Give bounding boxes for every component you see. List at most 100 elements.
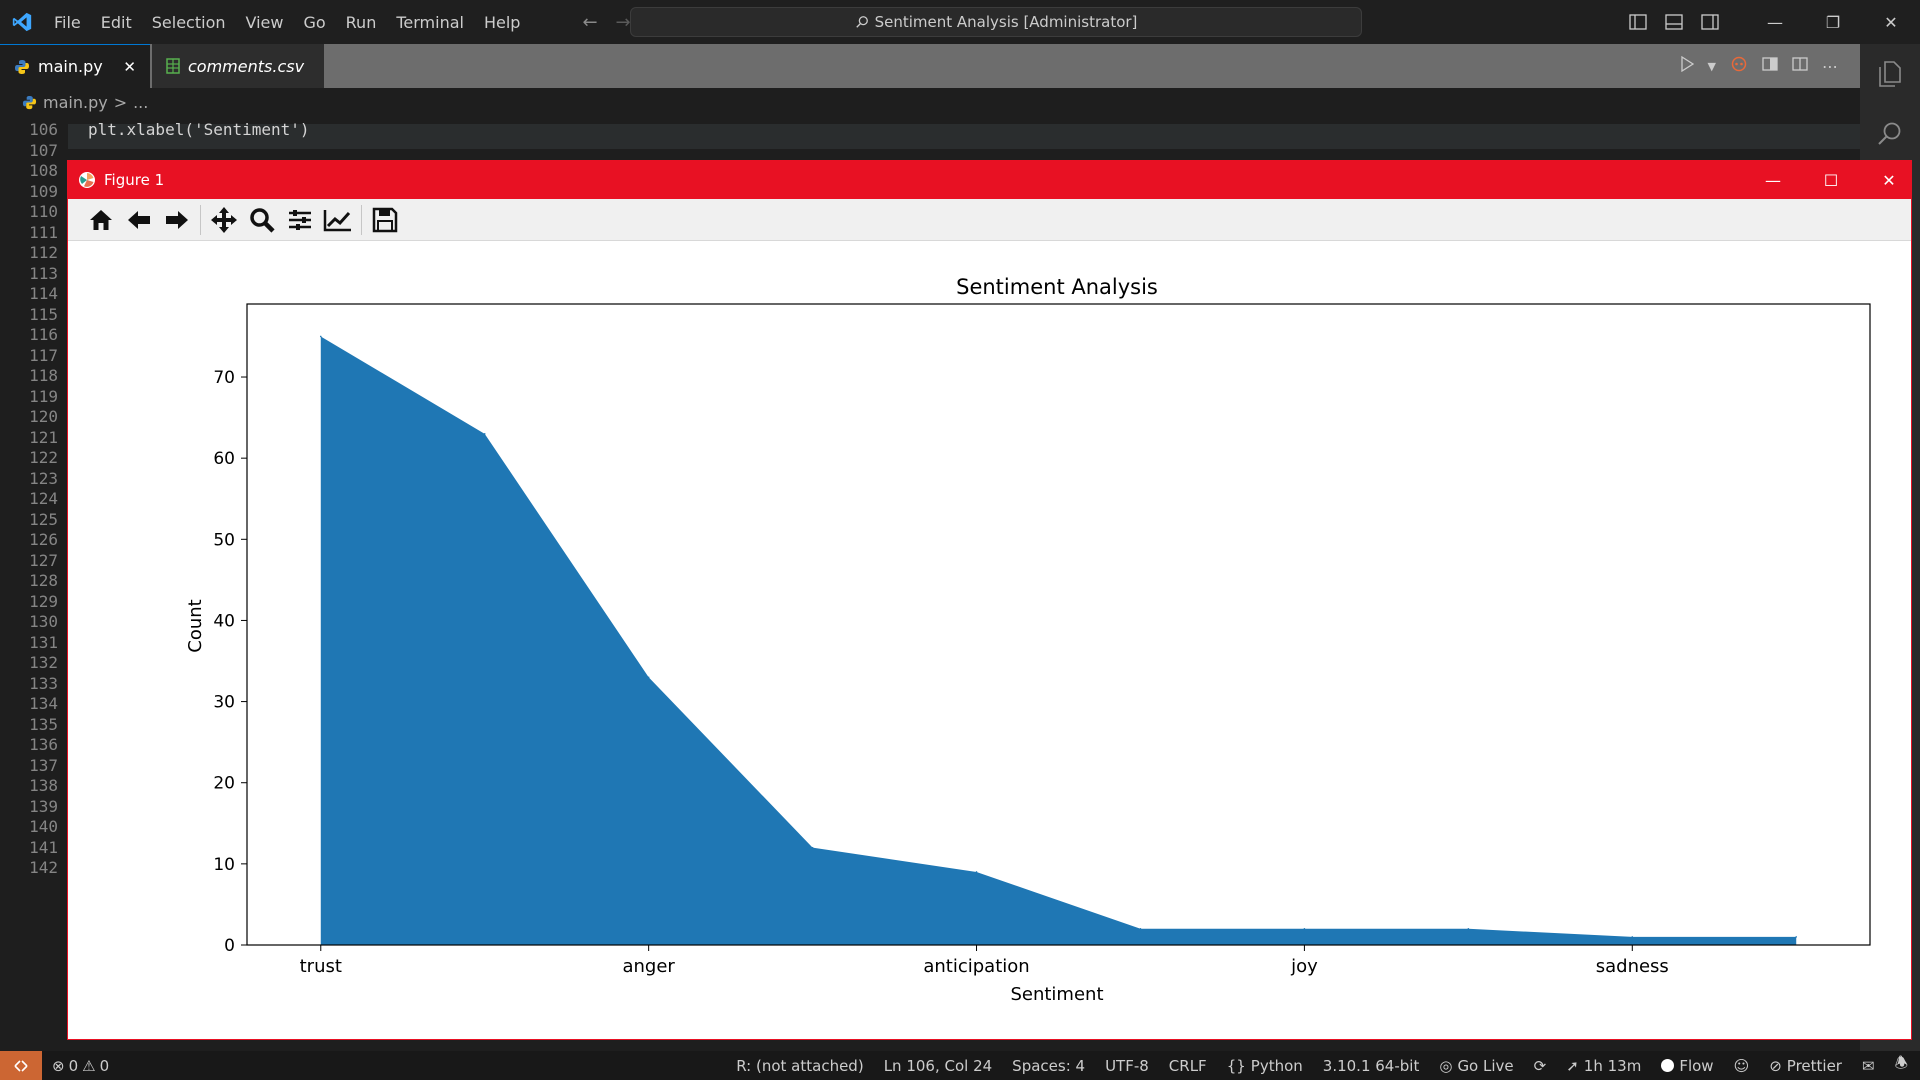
go-live-label: Go Live — [1457, 1056, 1514, 1075]
figure-close-icon[interactable]: ✕ — [1882, 170, 1896, 190]
remote-indicator[interactable] — [0, 1051, 42, 1080]
flow-label: Flow — [1679, 1056, 1714, 1075]
line-number: 114 — [29, 284, 58, 303]
line-number: 134 — [29, 694, 58, 713]
breadcrumb: main.py > ... — [0, 88, 1860, 116]
remote-icon — [14, 1059, 28, 1072]
save-figure-icon[interactable] — [366, 201, 404, 239]
chevron-down-icon[interactable]: ▼ — [1707, 59, 1716, 73]
data-point — [1467, 927, 1470, 930]
warning-icon: ⚠ — [82, 1056, 96, 1075]
forward-icon[interactable] — [158, 201, 196, 239]
toggle-sidebar-icon[interactable] — [1620, 0, 1656, 44]
axes-frame — [246, 303, 1871, 946]
notifications-bell-icon[interactable]: 🕭 — [1894, 1054, 1908, 1072]
line-number: 128 — [29, 571, 58, 590]
toolbar-separator — [361, 204, 362, 235]
editor-tab-bar: main.py ✕ comments.csv ▼ ⋯ — [0, 44, 1860, 88]
toggle-secondary-sidebar-icon[interactable] — [1692, 0, 1728, 44]
editor-actions: ▼ ⋯ — [1680, 44, 1860, 88]
run-icon[interactable] — [1680, 55, 1694, 76]
menu-run[interactable]: Run — [345, 12, 377, 32]
menu-help[interactable]: Help — [483, 12, 521, 32]
figure-title: Figure 1 — [104, 171, 165, 189]
time-tracker[interactable]: ➚ 1h 13m — [1566, 1057, 1641, 1075]
flow-status[interactable]: Flow — [1661, 1056, 1714, 1075]
toolbar-separator — [200, 204, 201, 235]
warning-count: 0 — [99, 1056, 110, 1075]
line-number: 131 — [29, 632, 58, 652]
data-point — [975, 871, 978, 873]
command-center[interactable]: Sentiment Analysis [Administrator] — [630, 7, 1362, 37]
tab-comments-csv[interactable]: comments.csv — [152, 44, 324, 88]
menu-edit[interactable]: Edit — [100, 12, 132, 32]
edit-axis-icon[interactable] — [319, 201, 357, 239]
line-number: 107 — [29, 140, 58, 160]
feedback-icon[interactable]: ✉ — [1861, 1056, 1875, 1075]
menu-file[interactable]: File — [54, 12, 81, 32]
menu-selection[interactable]: Selection — [151, 12, 226, 32]
close-icon[interactable]: ✕ — [1884, 12, 1898, 32]
line-number: 111 — [29, 222, 58, 242]
open-preview-icon[interactable] — [1762, 56, 1778, 76]
y-tick-label: 60 — [213, 449, 235, 469]
close-tab-icon[interactable]: ✕ — [123, 57, 136, 76]
search-icon — [855, 16, 868, 28]
code-line: plt.xlabel('Sentiment') — [88, 120, 310, 139]
line-number: 118 — [29, 366, 58, 385]
line-number: 112 — [29, 243, 58, 262]
line-number: 126 — [29, 530, 58, 549]
restore-icon[interactable]: ❐ — [1825, 12, 1841, 32]
rocket-icon: ➚ — [1566, 1056, 1579, 1075]
figure-minimize-icon[interactable]: — — [1765, 170, 1781, 190]
tab-label: comments.csv — [188, 56, 305, 76]
menu-go[interactable]: Go — [303, 12, 326, 32]
line-endings[interactable]: CRLF — [1168, 1056, 1207, 1075]
search-view-icon[interactable] — [1860, 104, 1920, 164]
cursor-position[interactable]: Ln 106, Col 24 — [883, 1056, 993, 1075]
figure-maximize-icon[interactable]: ☐ — [1823, 170, 1839, 190]
python-interpreter[interactable]: 3.10.1 64-bit — [1322, 1056, 1420, 1075]
back-icon[interactable] — [120, 201, 158, 239]
plot-canvas[interactable]: Sentiment Analysis Sentiment Count 0 10 20… — [68, 241, 1911, 1039]
menu-terminal[interactable]: Terminal — [396, 12, 464, 32]
prettier-status[interactable]: ⊘ Prettier — [1769, 1057, 1842, 1075]
vscode-logo-icon[interactable] — [0, 0, 44, 44]
y-tick-label: 20 — [213, 774, 235, 794]
menu-view[interactable]: View — [245, 12, 284, 32]
back-arrow-icon[interactable]: ← — [582, 11, 598, 33]
line-number: 139 — [29, 796, 58, 816]
forward-arrow-icon[interactable]: → — [615, 11, 631, 33]
more-actions-icon[interactable]: ⋯ — [1822, 56, 1838, 76]
minimize-icon[interactable]: — — [1767, 12, 1783, 32]
error-count: 0 — [68, 1056, 79, 1075]
copilot-status-icon[interactable]: ☺ — [1733, 1056, 1750, 1075]
encoding[interactable]: UTF-8 — [1105, 1056, 1149, 1075]
line-number: 106 — [29, 120, 58, 139]
home-icon[interactable] — [82, 201, 120, 239]
explorer-icon[interactable] — [1860, 44, 1920, 104]
data-point — [1303, 927, 1306, 930]
zoom-icon[interactable] — [243, 201, 281, 239]
area-series — [320, 336, 1797, 945]
x-tick-label: anger — [622, 956, 675, 977]
sync-icon[interactable]: ⟳ — [1533, 1056, 1547, 1075]
broadcast-icon: ◎ — [1439, 1056, 1453, 1075]
indentation[interactable]: Spaces: 4 — [1012, 1056, 1086, 1075]
python-icon — [15, 59, 29, 74]
tab-main-py[interactable]: main.py ✕ — [0, 44, 150, 88]
line-number: 124 — [29, 489, 58, 508]
go-live[interactable]: ◎ Go Live — [1439, 1057, 1513, 1075]
toggle-panel-icon[interactable] — [1656, 0, 1692, 44]
breadcrumb-file[interactable]: main.py — [43, 92, 108, 112]
language-mode[interactable]: {} Python — [1227, 1057, 1303, 1075]
copilot-icon[interactable] — [1730, 56, 1748, 76]
time-label: 1h 13m — [1583, 1056, 1642, 1075]
y-tick-label: 40 — [213, 611, 235, 631]
r-status[interactable]: R: (not attached) — [736, 1056, 864, 1075]
split-editor-icon[interactable] — [1792, 56, 1808, 76]
configure-subplots-icon[interactable] — [281, 201, 319, 239]
problems-indicator[interactable]: ⊗ 0 ⚠ 0 — [42, 1057, 109, 1075]
pan-icon[interactable] — [205, 201, 243, 239]
breadcrumb-symbol[interactable]: ... — [133, 92, 149, 112]
